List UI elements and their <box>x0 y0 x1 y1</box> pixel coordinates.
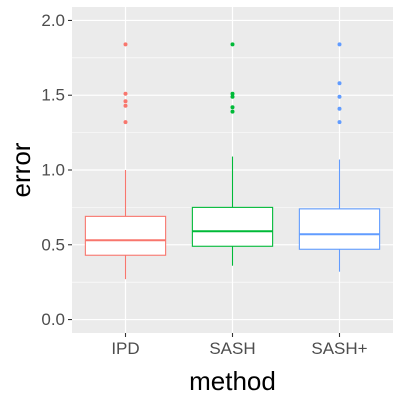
iqr-box <box>298 208 381 250</box>
box-sash- <box>298 42 381 272</box>
outlier-point <box>337 42 342 47</box>
iqr-box <box>84 215 167 256</box>
y-tick-label: 0.0 <box>41 310 65 329</box>
x-tick-label: IPD <box>111 339 139 358</box>
outlier-point <box>337 106 342 111</box>
outlier-point <box>123 99 128 104</box>
outlier-point <box>230 105 235 110</box>
box-ipd <box>84 42 167 280</box>
box-sash <box>191 42 274 266</box>
outlier-point <box>123 103 128 108</box>
x-tick-label: SASH <box>209 339 255 358</box>
iqr-box <box>191 206 274 247</box>
y-tick-label: 1.5 <box>41 86 65 105</box>
y-axis-title: error <box>6 142 36 197</box>
outlier-point <box>230 42 235 47</box>
x-tick-label: SASH+ <box>311 339 367 358</box>
x-axis-title: method <box>189 366 276 396</box>
outlier-point <box>337 81 342 86</box>
outlier-point <box>123 42 128 47</box>
boxes <box>84 42 381 280</box>
outlier-point <box>230 94 235 99</box>
y-tick-label: 1.0 <box>41 161 65 180</box>
outlier-point <box>230 91 235 96</box>
outlier-point <box>230 109 235 114</box>
outlier-point <box>123 120 128 125</box>
outlier-point <box>123 91 128 96</box>
outlier-point <box>337 94 342 99</box>
y-tick-label: 0.5 <box>41 235 65 254</box>
x-axis-ticks: IPD SASH SASH+ <box>111 333 368 358</box>
y-axis-ticks: 0.0 0.5 1.0 1.5 2.0 <box>41 11 72 329</box>
outlier-point <box>337 120 342 125</box>
y-tick-label: 2.0 <box>41 11 65 30</box>
